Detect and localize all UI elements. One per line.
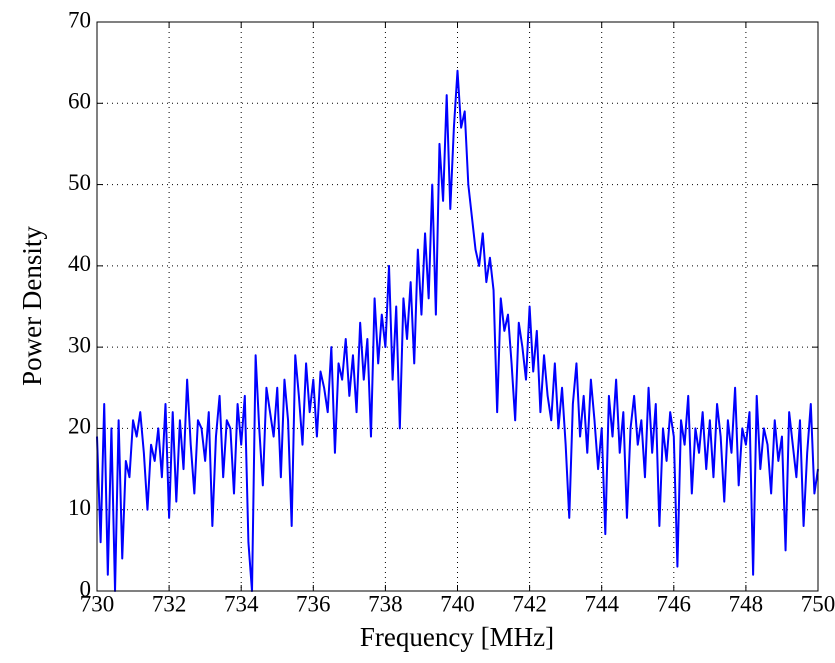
- x-tick-label: 738: [368, 591, 403, 616]
- y-tick-label: 10: [68, 495, 91, 520]
- y-axis-label: Power Density: [17, 226, 47, 386]
- y-tick-label: 50: [68, 170, 91, 195]
- x-tick-label: 740: [440, 591, 475, 616]
- data-line: [96, 69, 819, 592]
- x-axis-label: Frequency [MHz]: [360, 622, 554, 652]
- x-tick-label: 748: [729, 591, 764, 616]
- x-tick-label: 744: [584, 591, 619, 616]
- y-tick-label: 40: [68, 251, 91, 276]
- y-tick-label: 60: [68, 89, 91, 114]
- y-tick-label: 20: [68, 414, 91, 439]
- x-tick-label: 730: [80, 591, 115, 616]
- x-tick-label: 746: [657, 591, 692, 616]
- plot-frame: [96, 21, 819, 592]
- x-tick-label: 750: [801, 591, 835, 616]
- x-tick-label: 734: [224, 591, 259, 616]
- x-tick-label: 742: [512, 591, 547, 616]
- x-tick-label: 736: [296, 591, 331, 616]
- y-tick-label: 70: [68, 7, 91, 32]
- y-tick-label: 0: [80, 576, 92, 601]
- y-tick-label: 30: [68, 332, 91, 357]
- x-tick-label: 732: [152, 591, 187, 616]
